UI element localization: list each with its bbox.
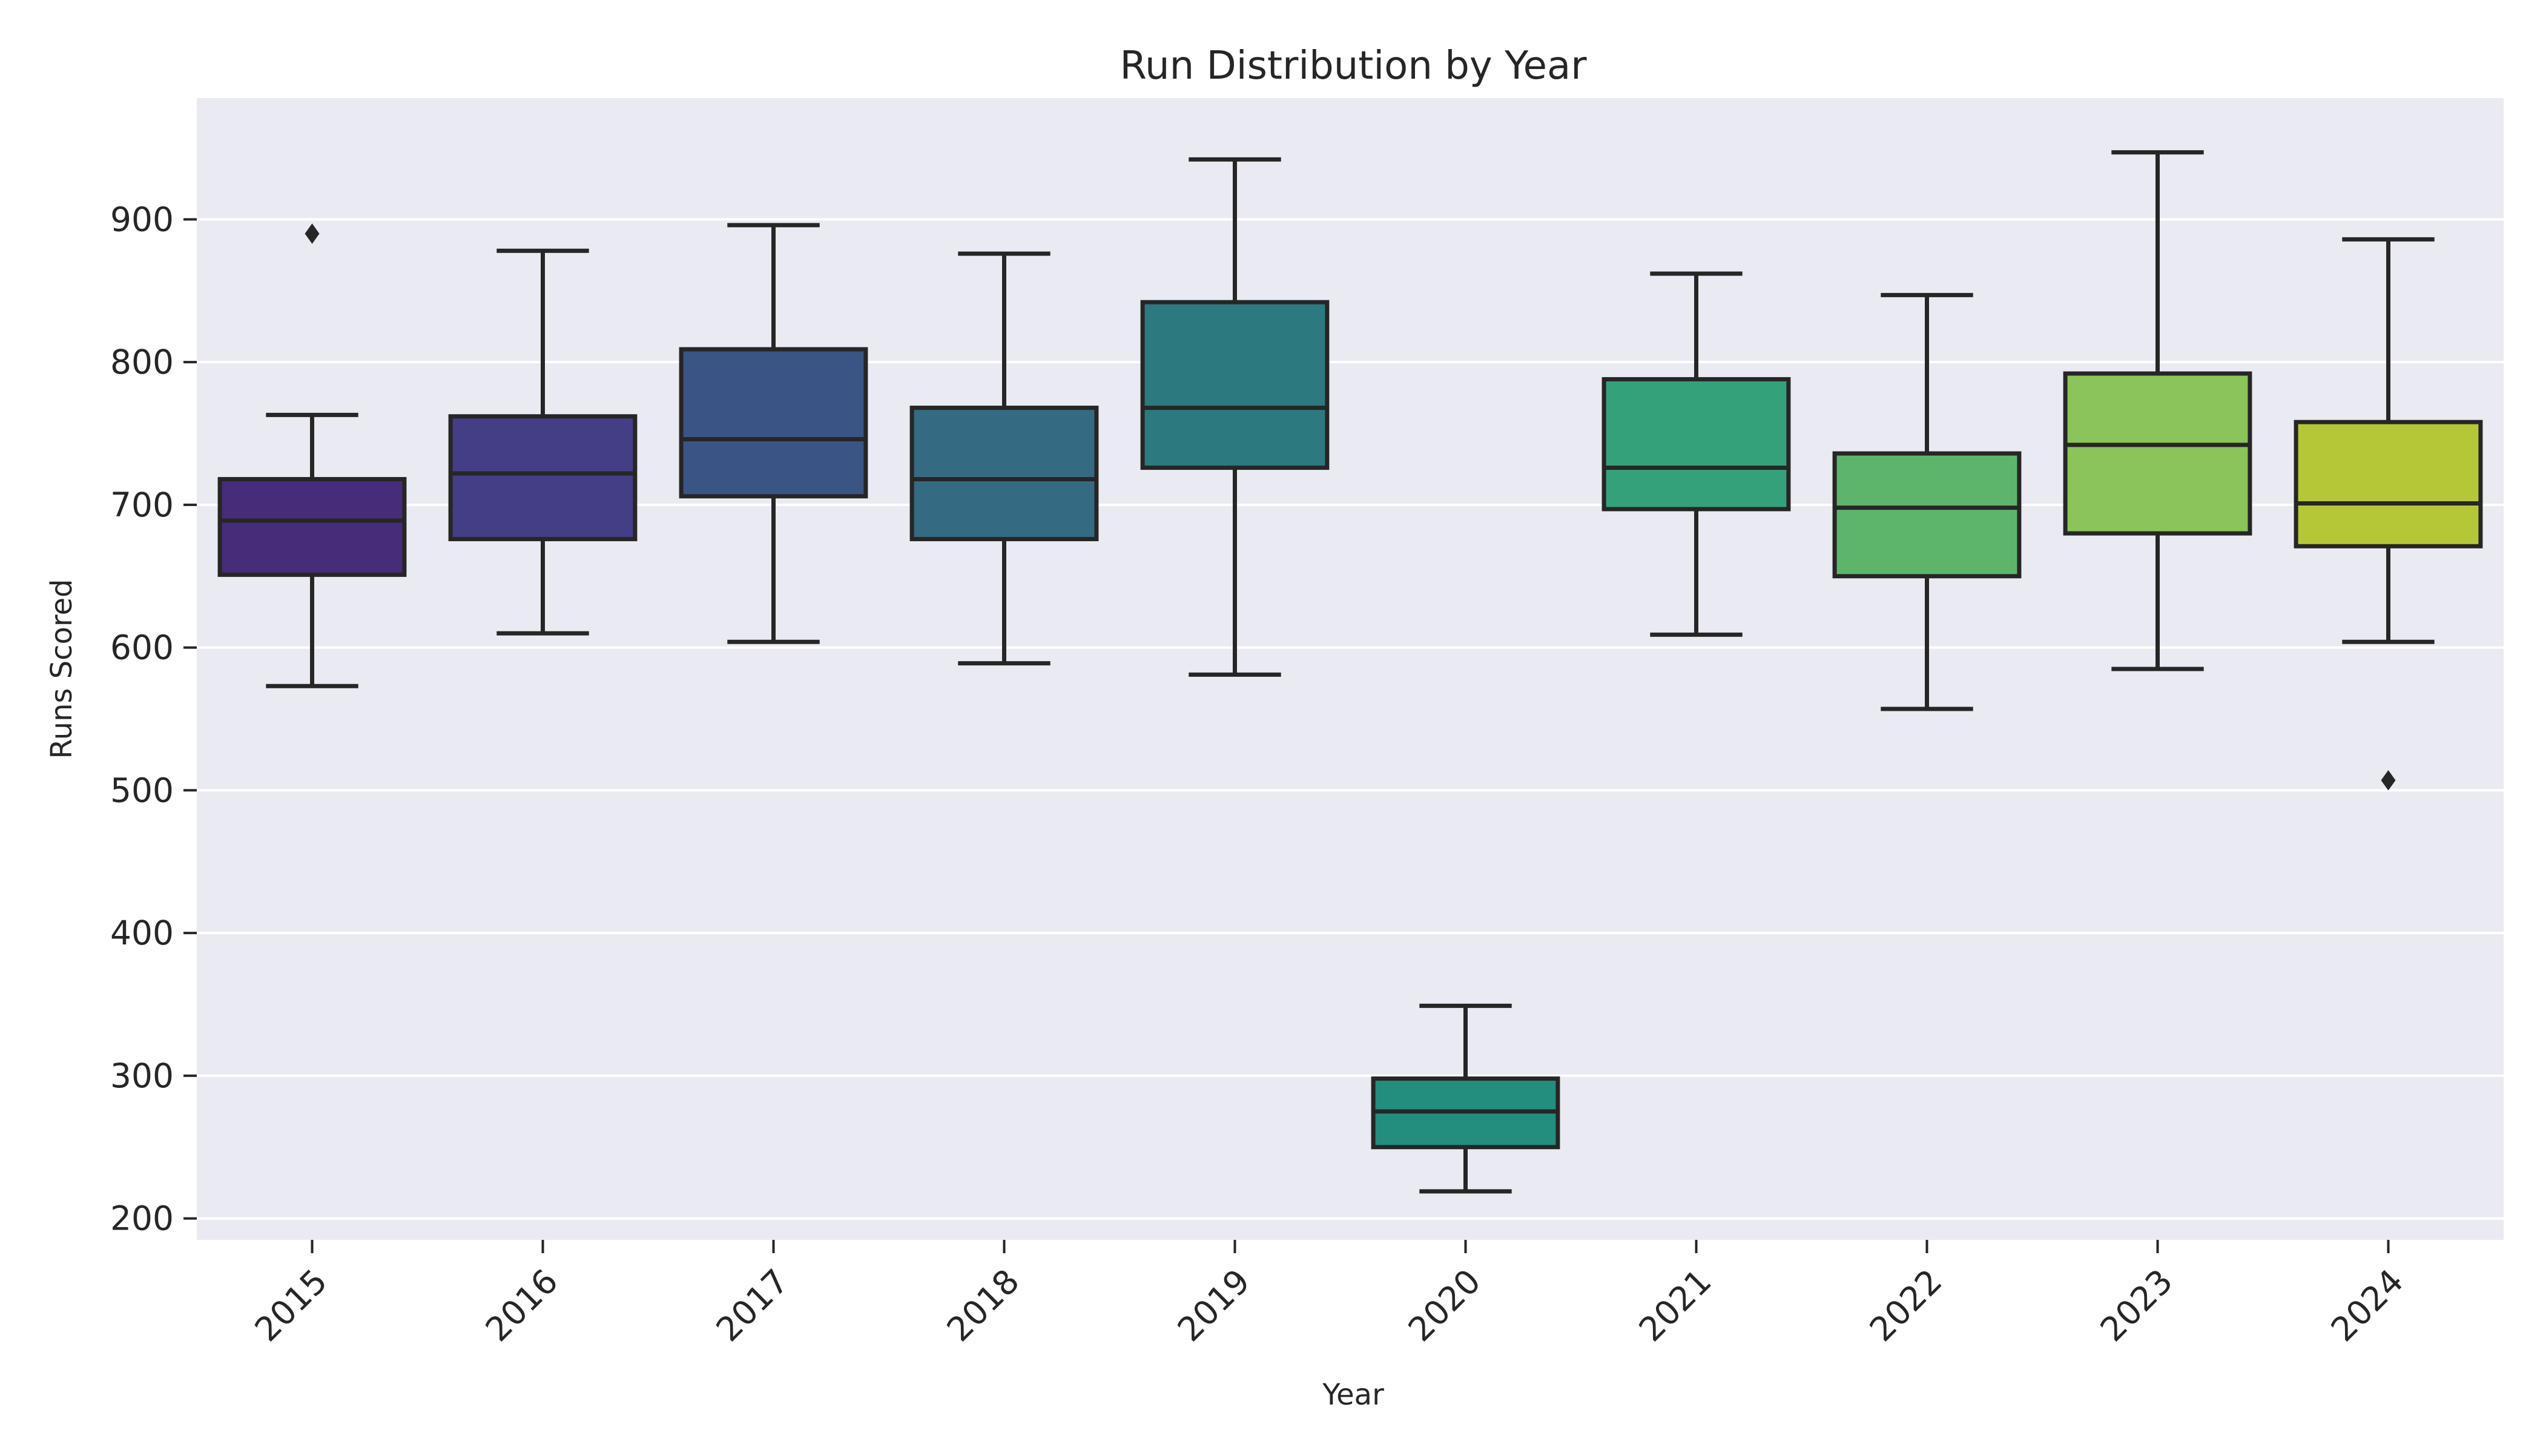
x-tick-label-2015: 2015 [247,1262,334,1349]
x-tick-label-2023: 2023 [2093,1262,2180,1349]
box-group-2023 [2063,150,2252,671]
iqr-box-2019 [1140,300,1330,470]
iqr-box-2015 [217,476,407,577]
x-tick-label-2018: 2018 [939,1262,1026,1349]
y-tick-label-500: 500 [110,771,174,809]
x-tick-label-2021: 2021 [1631,1262,1718,1349]
iqr-box-2021 [1601,377,1791,512]
box-group-2015 [217,223,407,688]
y-tick-label-200: 200 [110,1199,174,1238]
iqr-box-2024 [2294,420,2483,548]
y-tick-label-900: 900 [110,200,174,239]
box-group-2020 [1371,1003,1560,1194]
box-group-2017 [679,223,868,644]
box-group-2016 [448,248,638,636]
grid-lines [197,218,2504,1220]
y-tick-label-600: 600 [110,628,174,667]
box-group-2022 [1832,292,2022,711]
iqr-box-2017 [679,347,868,499]
chart-title: Run Distribution by Year [1120,44,1587,88]
boxes [217,150,2483,1194]
iqr-box-2018 [909,406,1099,541]
iqr-box-2022 [1832,451,2022,579]
y-tick-label-700: 700 [110,486,174,524]
x-tick-label-2022: 2022 [1862,1262,1949,1349]
x-tick-label-2017: 2017 [708,1262,796,1349]
x-tick-label-2020: 2020 [1400,1262,1488,1349]
box-group-2024 [2294,237,2483,791]
x-axis-ticks: 2015 2016 2017 2018 2019 2020 2021 2022 2023 2024 [247,1240,2411,1349]
iqr-box-2016 [448,414,638,541]
y-tick-label-800: 800 [110,343,174,381]
y-tick-label-300: 300 [110,1056,174,1095]
x-tick-label-2019: 2019 [1170,1262,1257,1349]
x-tick-label-2016: 2016 [478,1262,565,1349]
y-tick-label-400: 400 [110,914,174,952]
iqr-box-2023 [2063,371,2252,536]
box-group-2019 [1140,157,1330,677]
outlier-2024-0 [2381,770,2396,791]
y-axis-ticks: 200 300 400 500 600 700 800 900 [110,200,197,1238]
box-group-2021 [1601,271,1791,637]
box-group-2018 [909,251,1099,666]
x-axis-title: Year [1322,1378,1384,1412]
x-tick-label-2024: 2024 [2323,1262,2410,1349]
outlier-2015-0 [305,223,320,244]
y-axis-title: Runs Scored [45,579,79,759]
